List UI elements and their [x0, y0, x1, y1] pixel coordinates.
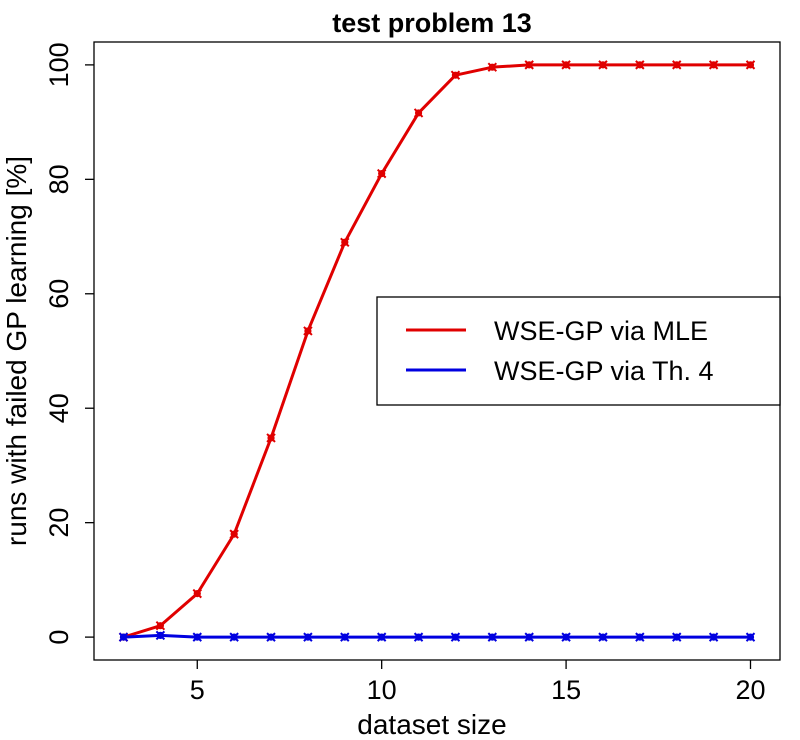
- series-line-1: [123, 633, 751, 639]
- data-point-cross: [635, 632, 645, 642]
- y-tick-label: 40: [44, 393, 74, 423]
- data-point-cross: [303, 326, 313, 336]
- y-tick-label: 20: [44, 508, 74, 538]
- data-point-cross: [413, 108, 424, 118]
- data-point-cross: [708, 60, 719, 70]
- data-point-cross: [192, 632, 202, 642]
- x-axis-label: dataset size: [357, 709, 506, 740]
- data-point-cross: [340, 632, 350, 642]
- x-tick-label: 5: [190, 675, 205, 705]
- data-point-cross: [524, 60, 534, 70]
- data-point-cross: [376, 168, 387, 179]
- legend-label-mle: WSE-GP via MLE: [494, 316, 708, 346]
- data-point-cross: [413, 632, 424, 642]
- data-point-cross: [450, 632, 461, 642]
- series-line-0: [123, 63, 751, 639]
- data-point-cross: [708, 632, 719, 642]
- data-point-cross: [487, 62, 498, 72]
- data-point-cross: [340, 237, 350, 247]
- data-point-cross: [561, 60, 571, 70]
- y-tick-label: 100: [44, 42, 74, 87]
- data-point-cross: [450, 70, 461, 80]
- legend-label-th4: WSE-GP via Th. 4: [494, 356, 714, 386]
- data-point-cross: [376, 632, 387, 642]
- data-point-cross: [635, 60, 645, 70]
- data-point-cross: [561, 632, 571, 642]
- data-point-cross: [598, 632, 608, 642]
- y-axis-label: runs with failed GP learning [%]: [1, 156, 32, 546]
- x-tick-label: 15: [551, 675, 581, 705]
- y-tick-label: 80: [44, 164, 74, 194]
- chart-title: test problem 13: [332, 8, 532, 38]
- series-layer: [118, 60, 756, 642]
- data-point-cross: [487, 632, 498, 642]
- data-point-cross: [266, 433, 276, 443]
- legend: WSE-GP via MLE WSE-GP via Th. 4: [376, 296, 781, 406]
- data-point-cross: [598, 60, 608, 70]
- data-point-cross: [155, 620, 166, 631]
- axes-ticks: 5 10 15 20 0 20 40 60 80 100: [44, 42, 766, 705]
- data-point-cross: [745, 632, 756, 642]
- data-point-cross: [266, 632, 276, 642]
- data-point-cross: [192, 588, 202, 599]
- data-point-cross: [118, 632, 129, 642]
- x-tick-label: 20: [735, 675, 765, 705]
- data-point-cross: [672, 632, 682, 642]
- legend-box: [376, 296, 781, 406]
- data-point-cross: [229, 632, 239, 642]
- x-tick-label: 10: [367, 675, 397, 705]
- y-tick-label: 60: [44, 279, 74, 309]
- y-tick-label: 0: [44, 630, 74, 645]
- data-point-cross: [745, 60, 756, 70]
- data-point-cross: [303, 632, 313, 642]
- data-point-cross: [524, 632, 534, 642]
- data-point-cross: [672, 60, 682, 70]
- data-point-cross: [229, 529, 239, 539]
- data-point-cross: [155, 630, 166, 641]
